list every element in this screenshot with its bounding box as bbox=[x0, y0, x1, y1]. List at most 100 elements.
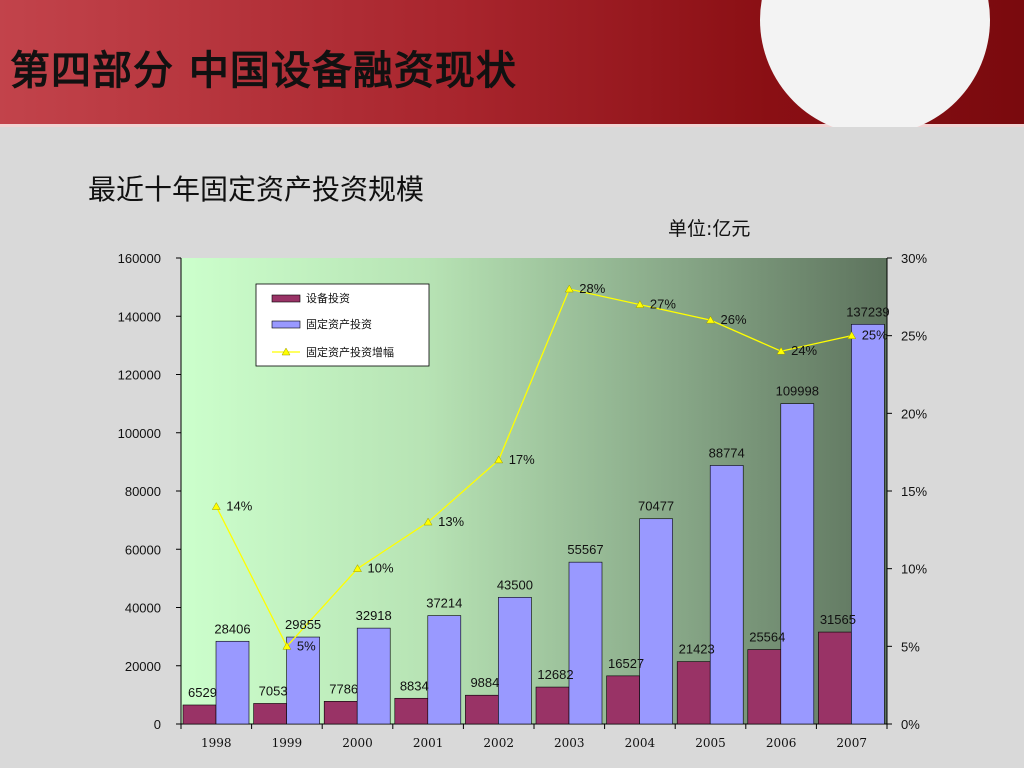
label-growth: 27% bbox=[650, 297, 676, 312]
bar-equipment bbox=[535, 686, 570, 725]
label-equipment: 6529 bbox=[188, 685, 217, 700]
growth-marker bbox=[847, 331, 857, 339]
growth-marker bbox=[776, 346, 786, 355]
left-tick-label: 0 bbox=[154, 717, 161, 732]
x-axis: 1998 1999 2000 2001 2002 2003 2004 2005 2006 2007 bbox=[180, 723, 888, 750]
x-tick-label: 2002 bbox=[483, 736, 514, 750]
x-tick-label: 2004 bbox=[625, 736, 656, 750]
right-tick-label: 10% bbox=[901, 562, 927, 577]
legend-label-fixed-asset: 固定资产投资 bbox=[306, 317, 372, 331]
data-labels: 6529 28406 7053 29855 7786 32918 8834 37214 9884… bbox=[188, 281, 890, 700]
label-fixed-asset: 32918 bbox=[356, 608, 392, 623]
x-tick-label: 2000 bbox=[342, 736, 373, 750]
bar-equipment bbox=[465, 694, 499, 725]
bar-fixed-asset bbox=[286, 636, 320, 725]
growth-marker bbox=[353, 564, 362, 572]
right-tick-label: 20% bbox=[901, 406, 927, 421]
label-equipment: 16527 bbox=[608, 656, 644, 671]
legend-swatch-equipment bbox=[271, 294, 301, 303]
legend-swatch-fixed-asset bbox=[271, 320, 301, 329]
label-growth: 5% bbox=[297, 638, 316, 653]
bar-fixed-asset bbox=[356, 627, 391, 725]
growth-marker bbox=[282, 641, 292, 650]
x-tick-label: 1999 bbox=[272, 736, 303, 750]
bar-equipment bbox=[253, 703, 287, 725]
label-equipment: 21423 bbox=[679, 642, 715, 657]
unit-label: 单位:亿元 bbox=[668, 218, 751, 240]
bar-fixed-asset bbox=[639, 518, 673, 725]
label-fixed-asset: 109998 bbox=[776, 384, 819, 399]
label-growth: 25% bbox=[862, 328, 888, 343]
bar-fixed-asset bbox=[851, 323, 885, 725]
bar-equipment bbox=[182, 704, 217, 725]
label-fixed-asset: 28406 bbox=[214, 621, 250, 636]
label-fixed-asset: 55567 bbox=[567, 542, 603, 557]
growth-marker bbox=[564, 284, 574, 293]
bar-equipment bbox=[606, 675, 640, 725]
label-fixed-asset: 70477 bbox=[638, 499, 674, 514]
right-tick-label: 15% bbox=[901, 484, 927, 499]
label-fixed-asset: 43500 bbox=[497, 577, 533, 592]
label-equipment: 8834 bbox=[400, 678, 429, 693]
bar-equipment bbox=[818, 631, 852, 725]
label-equipment: 12682 bbox=[537, 667, 573, 682]
bar-fixed-asset bbox=[427, 615, 462, 725]
bar-fixed-asset bbox=[215, 640, 250, 725]
bar-fixed-asset bbox=[568, 561, 603, 725]
x-tick-label: 2001 bbox=[413, 736, 444, 750]
left-tick-label: 140000 bbox=[118, 309, 161, 324]
label-growth: 14% bbox=[226, 499, 252, 514]
x-tick-label: 2007 bbox=[836, 736, 867, 750]
label-growth: 28% bbox=[579, 281, 605, 296]
label-fixed-asset: 137239 bbox=[846, 304, 889, 319]
left-tick-label: 40000 bbox=[125, 601, 161, 616]
label-growth: 26% bbox=[721, 312, 747, 327]
x-tick-label: 2005 bbox=[695, 736, 726, 750]
growth-line-path bbox=[215, 288, 852, 648]
bar-fixed-asset bbox=[709, 465, 744, 725]
label-equipment: 31565 bbox=[820, 612, 856, 627]
label-growth: 13% bbox=[438, 514, 464, 529]
right-tick-label: 0% bbox=[901, 717, 920, 732]
left-tick-label: 20000 bbox=[125, 659, 161, 674]
growth-marker bbox=[494, 455, 504, 464]
label-equipment: 7786 bbox=[329, 681, 358, 696]
right-tick-label: 5% bbox=[901, 639, 920, 654]
bar-fixed-asset bbox=[780, 403, 815, 725]
label-equipment: 25564 bbox=[749, 630, 785, 645]
left-tick-label: 160000 bbox=[118, 251, 161, 266]
left-tick-label: 60000 bbox=[125, 542, 161, 557]
growth-line bbox=[211, 284, 857, 650]
label-fixed-asset: 29855 bbox=[285, 617, 321, 632]
label-growth: 10% bbox=[368, 561, 394, 576]
label-fixed-asset: 88774 bbox=[709, 445, 745, 460]
left-tick-label: 80000 bbox=[125, 484, 161, 499]
left-axis: 160000 140000 120000 100000 80000 60000 40000 2… bbox=[118, 251, 182, 732]
x-tick-label: 2006 bbox=[766, 736, 797, 750]
x-tick-label: 2003 bbox=[554, 736, 585, 750]
label-fixed-asset: 37214 bbox=[426, 596, 462, 611]
label-growth: 24% bbox=[791, 343, 817, 358]
label-equipment: 9884 bbox=[470, 675, 499, 690]
right-axis: 30% 25% 20% 15% 10% 5% 0% bbox=[886, 251, 927, 732]
chart-title: 最近十年固定资产投资规模 bbox=[88, 173, 425, 206]
x-tick-label: 1998 bbox=[201, 736, 232, 750]
growth-marker bbox=[423, 517, 433, 526]
left-tick-label: 100000 bbox=[118, 426, 161, 441]
growth-marker bbox=[635, 300, 645, 308]
bar-equipment bbox=[394, 697, 429, 725]
bar-equipment bbox=[676, 661, 711, 725]
slide-title: 第四部分 中国设备融资现状 bbox=[10, 48, 517, 94]
right-tick-label: 30% bbox=[901, 251, 927, 266]
slide-header: 第四部分 中国设备融资现状 bbox=[0, 0, 1024, 127]
legend-marker-growth bbox=[281, 347, 291, 356]
bars bbox=[182, 323, 885, 725]
left-tick-label: 120000 bbox=[118, 368, 161, 383]
growth-marker bbox=[211, 502, 221, 510]
label-equipment: 7053 bbox=[259, 683, 288, 698]
legend-label-growth: 固定资产投资增幅 bbox=[306, 345, 394, 359]
bar-equipment bbox=[747, 649, 782, 725]
growth-marker bbox=[706, 315, 715, 324]
